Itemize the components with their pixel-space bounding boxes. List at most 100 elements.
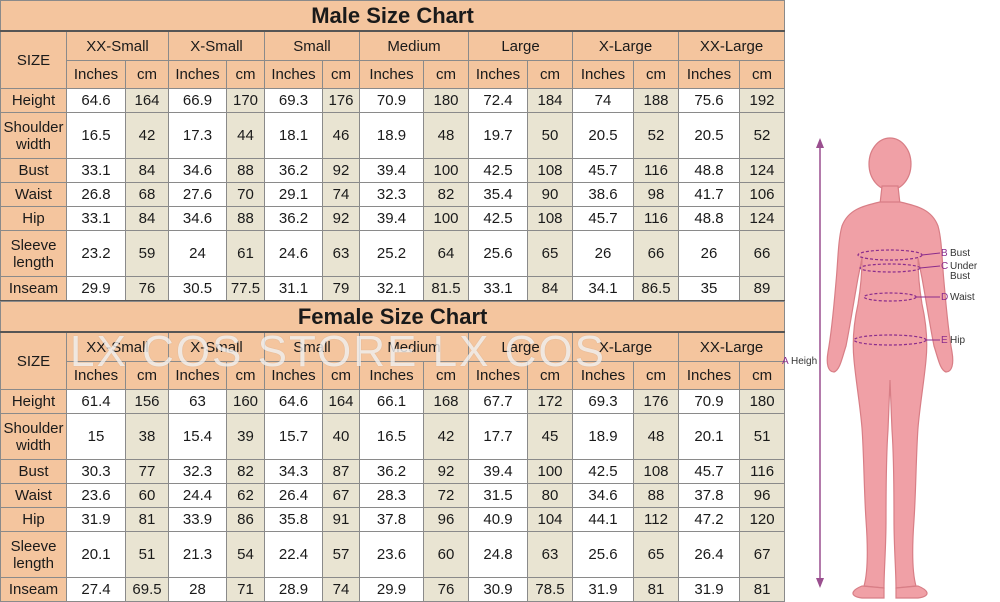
value-inches-cell: 70.9 [678, 389, 740, 414]
unit-inches-header: Inches [678, 60, 740, 89]
value-inches-cell: 36.2 [264, 206, 323, 231]
measurement-row: Sleeve length 23.2 59 24 61 24.6 63 25.2 64 25.6 6… [0, 230, 786, 277]
value-inches-cell: 33.9 [168, 507, 227, 532]
value-cm-cell: 59 [125, 230, 169, 277]
bust-label: Bust [950, 248, 970, 259]
value-cm-cell: 164 [322, 389, 360, 414]
value-cm-cell: 116 [738, 459, 786, 484]
value-cm-cell: 44 [226, 112, 265, 159]
value-cm-cell: 112 [633, 507, 679, 532]
value-inches-cell: 18.9 [359, 112, 424, 159]
measurement-label: Waist [0, 483, 67, 508]
value-cm-cell: 51 [125, 531, 169, 578]
value-cm-cell: 80 [527, 483, 573, 508]
unit-inches-header: Inches [168, 60, 227, 89]
value-inches-cell: 31.1 [264, 276, 323, 303]
value-cm-cell: 54 [226, 531, 265, 578]
size-header: X-Small [168, 30, 265, 61]
value-cm-cell: 84 [125, 158, 169, 183]
value-inches-cell: 67.7 [468, 389, 528, 414]
value-inches-cell: 42.5 [572, 459, 634, 484]
value-cm-cell: 81 [125, 507, 169, 532]
value-cm-cell: 184 [527, 88, 573, 113]
value-inches-cell: 45.7 [572, 206, 634, 231]
waist-label: Waist [950, 292, 975, 303]
measurement-row: Hip 31.9 81 33.9 86 35.8 91 37.8 96 40.9 104 44.1 11… [0, 507, 786, 532]
value-cm-cell: 92 [322, 158, 360, 183]
value-inches-cell: 35.4 [468, 182, 528, 207]
value-inches-cell: 35.8 [264, 507, 323, 532]
value-cm-cell: 87 [322, 459, 360, 484]
measurement-row: Waist 23.6 60 24.4 62 26.4 67 28.3 72 31.5 80 34.6 8… [0, 483, 786, 508]
value-inches-cell: 31.9 [678, 577, 740, 602]
value-inches-cell: 20.5 [678, 112, 740, 159]
value-inches-cell: 18.9 [572, 413, 634, 460]
measurement-row: Bust 30.3 77 32.3 82 34.3 87 36.2 92 39.4 100 42.5 1… [0, 459, 786, 484]
unit-inches-header: Inches [678, 361, 740, 390]
size-header: Small [264, 331, 360, 362]
under-bust-label: Under [950, 261, 978, 272]
value-cm-cell: 108 [527, 206, 573, 231]
value-cm-cell: 65 [633, 531, 679, 578]
value-inches-cell: 29.1 [264, 182, 323, 207]
value-inches-cell: 23.6 [359, 531, 424, 578]
value-cm-cell: 60 [125, 483, 169, 508]
value-cm-cell: 106 [738, 182, 786, 207]
value-inches-cell: 22.4 [264, 531, 323, 578]
unit-inches-header: Inches [168, 361, 227, 390]
value-cm-cell: 86.5 [633, 276, 679, 303]
value-inches-cell: 32.1 [359, 276, 424, 303]
value-cm-cell: 52 [738, 112, 786, 159]
unit-cm-header: cm [423, 60, 469, 89]
male-size-chart: Male Size Chart SIZE XX-Small X-Small Small M… [0, 0, 786, 303]
value-cm-cell: 92 [423, 459, 469, 484]
value-cm-cell: 52 [633, 112, 679, 159]
measurement-row: Sleeve length 20.1 51 21.3 54 22.4 57 23.6 60 24.… [0, 531, 786, 578]
value-cm-cell: 69.5 [125, 577, 169, 602]
measurement-label: Hip [0, 507, 67, 532]
value-cm-cell: 74 [322, 182, 360, 207]
size-header: X-Large [572, 331, 679, 362]
value-cm-cell: 68 [125, 182, 169, 207]
value-cm-cell: 180 [738, 389, 786, 414]
value-inches-cell: 47.2 [678, 507, 740, 532]
value-cm-cell: 116 [633, 206, 679, 231]
height-letter: A [782, 356, 789, 367]
value-cm-cell: 86 [226, 507, 265, 532]
value-inches-cell: 34.6 [572, 483, 634, 508]
size-header: Medium [359, 331, 469, 362]
value-inches-cell: 41.7 [678, 182, 740, 207]
size-header: Medium [359, 30, 469, 61]
value-inches-cell: 16.5 [66, 112, 126, 159]
value-inches-cell: 70.9 [359, 88, 424, 113]
size-column-header: SIZE [0, 30, 67, 89]
value-inches-cell: 18.1 [264, 112, 323, 159]
measurement-row: Height 61.4 156 63 160 64.6 164 66.1 168 67.7 172 6… [0, 389, 786, 414]
value-inches-cell: 19.7 [468, 112, 528, 159]
value-inches-cell: 26.4 [264, 483, 323, 508]
value-inches-cell: 26.8 [66, 182, 126, 207]
value-cm-cell: 108 [633, 459, 679, 484]
size-header: Small [264, 30, 360, 61]
measurement-label: Shoulder width [0, 413, 67, 460]
measurement-label: Bust [0, 158, 67, 183]
value-cm-cell: 77.5 [226, 276, 265, 303]
value-inches-cell: 31.5 [468, 483, 528, 508]
value-cm-cell: 76 [423, 577, 469, 602]
value-cm-cell: 89 [738, 276, 786, 303]
height-measure-line [816, 138, 824, 588]
unit-cm-header: cm [527, 361, 573, 390]
value-cm-cell: 84 [527, 276, 573, 303]
value-cm-cell: 81 [738, 577, 786, 602]
value-inches-cell: 24 [168, 230, 227, 277]
value-inches-cell: 31.9 [572, 577, 634, 602]
hip-letter: E [941, 335, 948, 346]
value-inches-cell: 39.4 [468, 459, 528, 484]
unit-inches-header: Inches [264, 60, 323, 89]
value-inches-cell: 37.8 [678, 483, 740, 508]
value-cm-cell: 160 [226, 389, 265, 414]
value-cm-cell: 39 [226, 413, 265, 460]
measurement-label: Inseam [0, 276, 67, 303]
measurement-label: Waist [0, 182, 67, 207]
value-inches-cell: 20.1 [66, 531, 126, 578]
